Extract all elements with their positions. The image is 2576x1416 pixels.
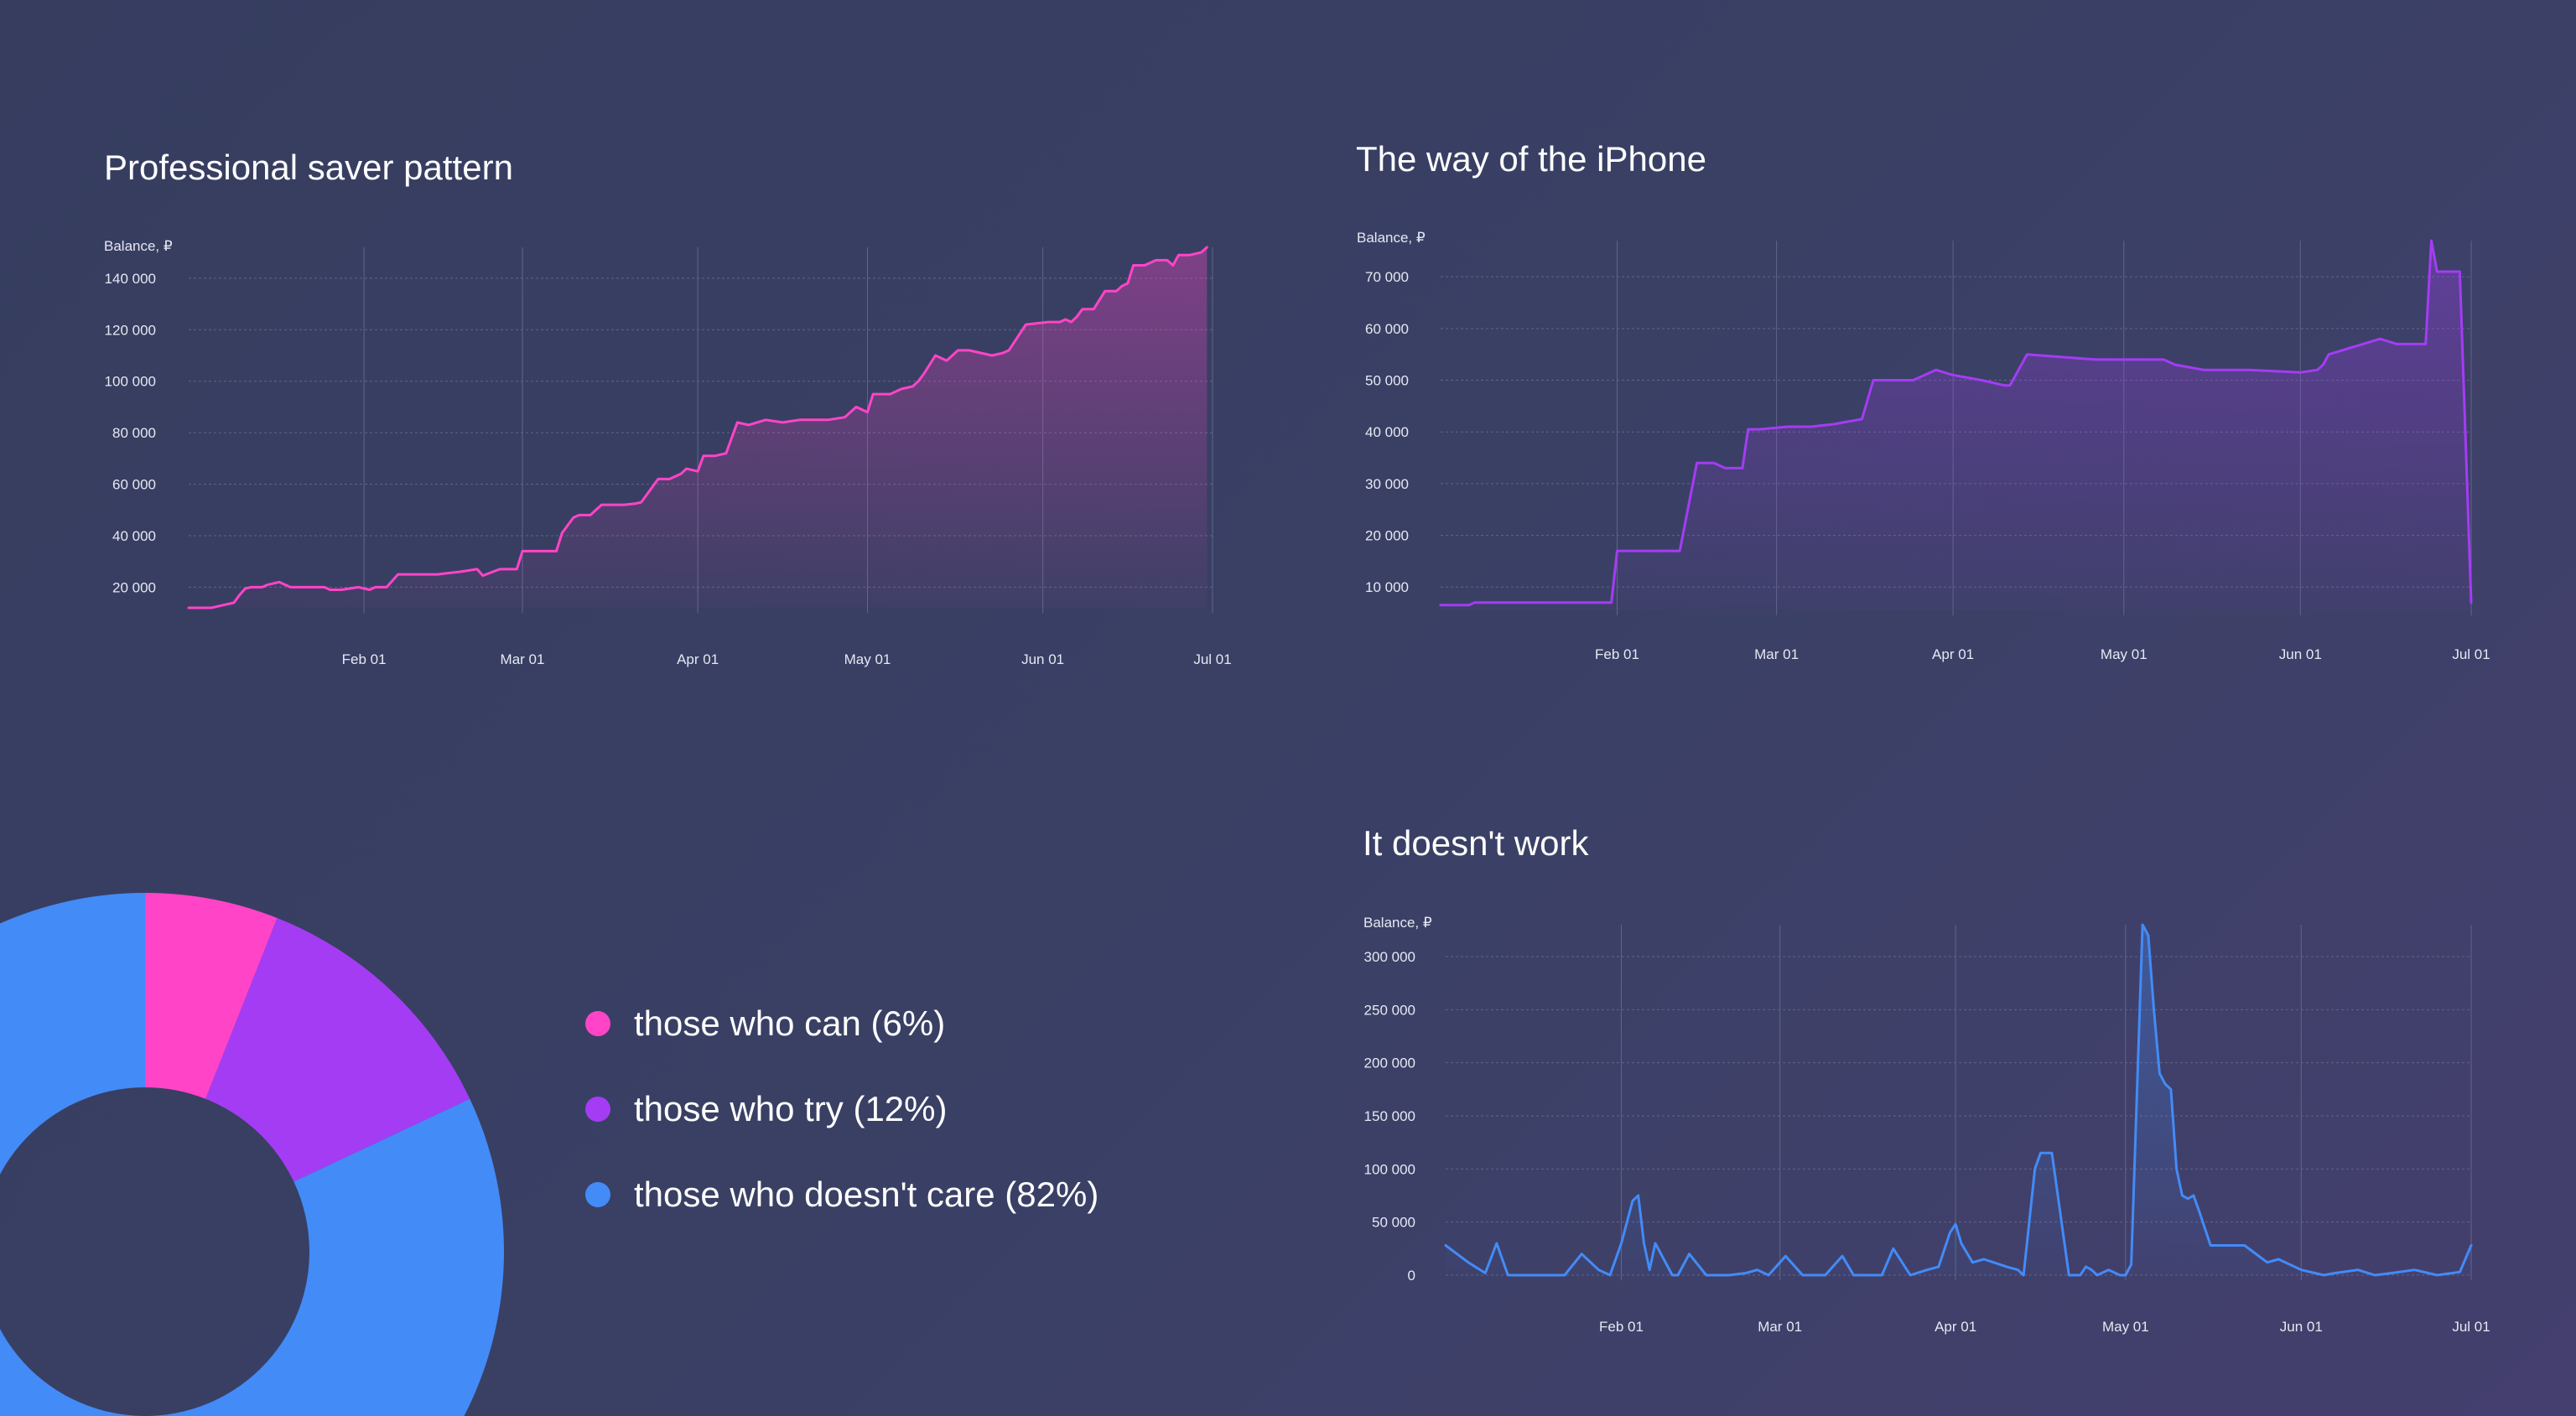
y-tick-label: 0 bbox=[1408, 1268, 1415, 1284]
donut-slice-dont-care bbox=[0, 893, 504, 1416]
y-tick-label: 50 000 bbox=[1365, 373, 1409, 389]
legend-label-dont-care: those who doesn't care (82%) bbox=[634, 1175, 1099, 1214]
y-tick-label: 20 000 bbox=[112, 579, 156, 595]
y-axis-label: Balance, ₽ bbox=[104, 238, 173, 254]
y-tick-label: 10 000 bbox=[1365, 579, 1409, 595]
legend-label-can: those who can (6%) bbox=[634, 1004, 946, 1043]
series-line bbox=[1444, 923, 2473, 1277]
y-tick-label: 20 000 bbox=[1365, 528, 1409, 544]
y-axis-label: Balance, ₽ bbox=[1363, 915, 1432, 931]
legend-item-dont-care: those who doesn't care (82%) bbox=[579, 1152, 1098, 1237]
area-fill bbox=[1446, 925, 2471, 1275]
legend-swatch-dont-care bbox=[585, 1182, 610, 1207]
legend-swatch-can bbox=[585, 1011, 610, 1036]
donut-legend: those who can (6%) those who try (12%) t… bbox=[579, 981, 1098, 1237]
donut-chart bbox=[0, 893, 504, 1416]
y-tick-label: 80 000 bbox=[112, 425, 156, 441]
y-tick-label: 70 000 bbox=[1365, 269, 1409, 285]
chart-title-iphone: The way of the iPhone bbox=[1356, 139, 1706, 179]
y-tick-label: 250 000 bbox=[1364, 1002, 1415, 1018]
x-tick-label: Apr 01 bbox=[1932, 646, 1974, 662]
legend-label-try: those who try (12%) bbox=[634, 1089, 948, 1128]
x-tick-label: Jul 01 bbox=[1193, 651, 1231, 667]
y-tick-label: 140 000 bbox=[105, 271, 156, 287]
donut-slice-can bbox=[145, 893, 278, 1099]
chart-title-saver: Professional saver pattern bbox=[104, 148, 513, 187]
donut-slice-try bbox=[205, 918, 470, 1182]
y-tick-label: 100 000 bbox=[105, 374, 156, 390]
x-tick-label: Apr 01 bbox=[677, 651, 719, 667]
x-tick-label: May 01 bbox=[844, 651, 891, 667]
y-tick-label: 200 000 bbox=[1364, 1056, 1415, 1071]
x-tick-label: Apr 01 bbox=[1935, 1319, 1976, 1335]
legend-item-try: those who try (12%) bbox=[579, 1066, 1098, 1152]
x-tick-label: May 01 bbox=[2102, 1319, 2149, 1335]
x-tick-label: Jun 01 bbox=[2280, 1319, 2323, 1335]
y-tick-label: 40 000 bbox=[112, 528, 156, 544]
area-fill bbox=[1441, 241, 2471, 610]
x-tick-label: Mar 01 bbox=[501, 651, 545, 667]
x-tick-label: Jun 01 bbox=[2279, 646, 2322, 662]
x-tick-label: Feb 01 bbox=[1599, 1319, 1644, 1335]
x-tick-label: Mar 01 bbox=[1754, 646, 1799, 662]
legend-item-can: those who can (6%) bbox=[579, 981, 1098, 1066]
x-tick-label: May 01 bbox=[2101, 646, 2148, 662]
y-tick-label: 60 000 bbox=[112, 477, 156, 493]
legend-swatch-try bbox=[585, 1097, 610, 1122]
y-tick-label: 300 000 bbox=[1364, 949, 1415, 965]
y-tick-label: 60 000 bbox=[1365, 321, 1409, 337]
x-tick-label: Feb 01 bbox=[342, 651, 387, 667]
x-tick-label: Jul 01 bbox=[2452, 1319, 2490, 1335]
area-fill bbox=[189, 247, 1208, 608]
y-axis-label: Balance, ₽ bbox=[1357, 230, 1426, 246]
y-tick-label: 30 000 bbox=[1365, 476, 1409, 492]
series-line bbox=[187, 246, 1208, 609]
y-tick-label: 40 000 bbox=[1365, 424, 1409, 440]
x-tick-label: Mar 01 bbox=[1758, 1319, 1802, 1335]
series-line bbox=[1439, 239, 2473, 607]
y-tick-label: 120 000 bbox=[105, 322, 156, 338]
chart-title-nowork: It doesn't work bbox=[1363, 823, 1589, 863]
x-tick-label: Feb 01 bbox=[1595, 646, 1639, 662]
x-tick-label: Jul 01 bbox=[2452, 646, 2490, 662]
x-tick-label: Jun 01 bbox=[1021, 651, 1064, 667]
y-tick-label: 50 000 bbox=[1372, 1215, 1415, 1231]
y-tick-label: 100 000 bbox=[1364, 1161, 1415, 1177]
y-tick-label: 150 000 bbox=[1364, 1108, 1415, 1124]
